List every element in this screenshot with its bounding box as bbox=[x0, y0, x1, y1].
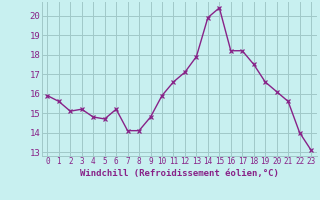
X-axis label: Windchill (Refroidissement éolien,°C): Windchill (Refroidissement éolien,°C) bbox=[80, 169, 279, 178]
